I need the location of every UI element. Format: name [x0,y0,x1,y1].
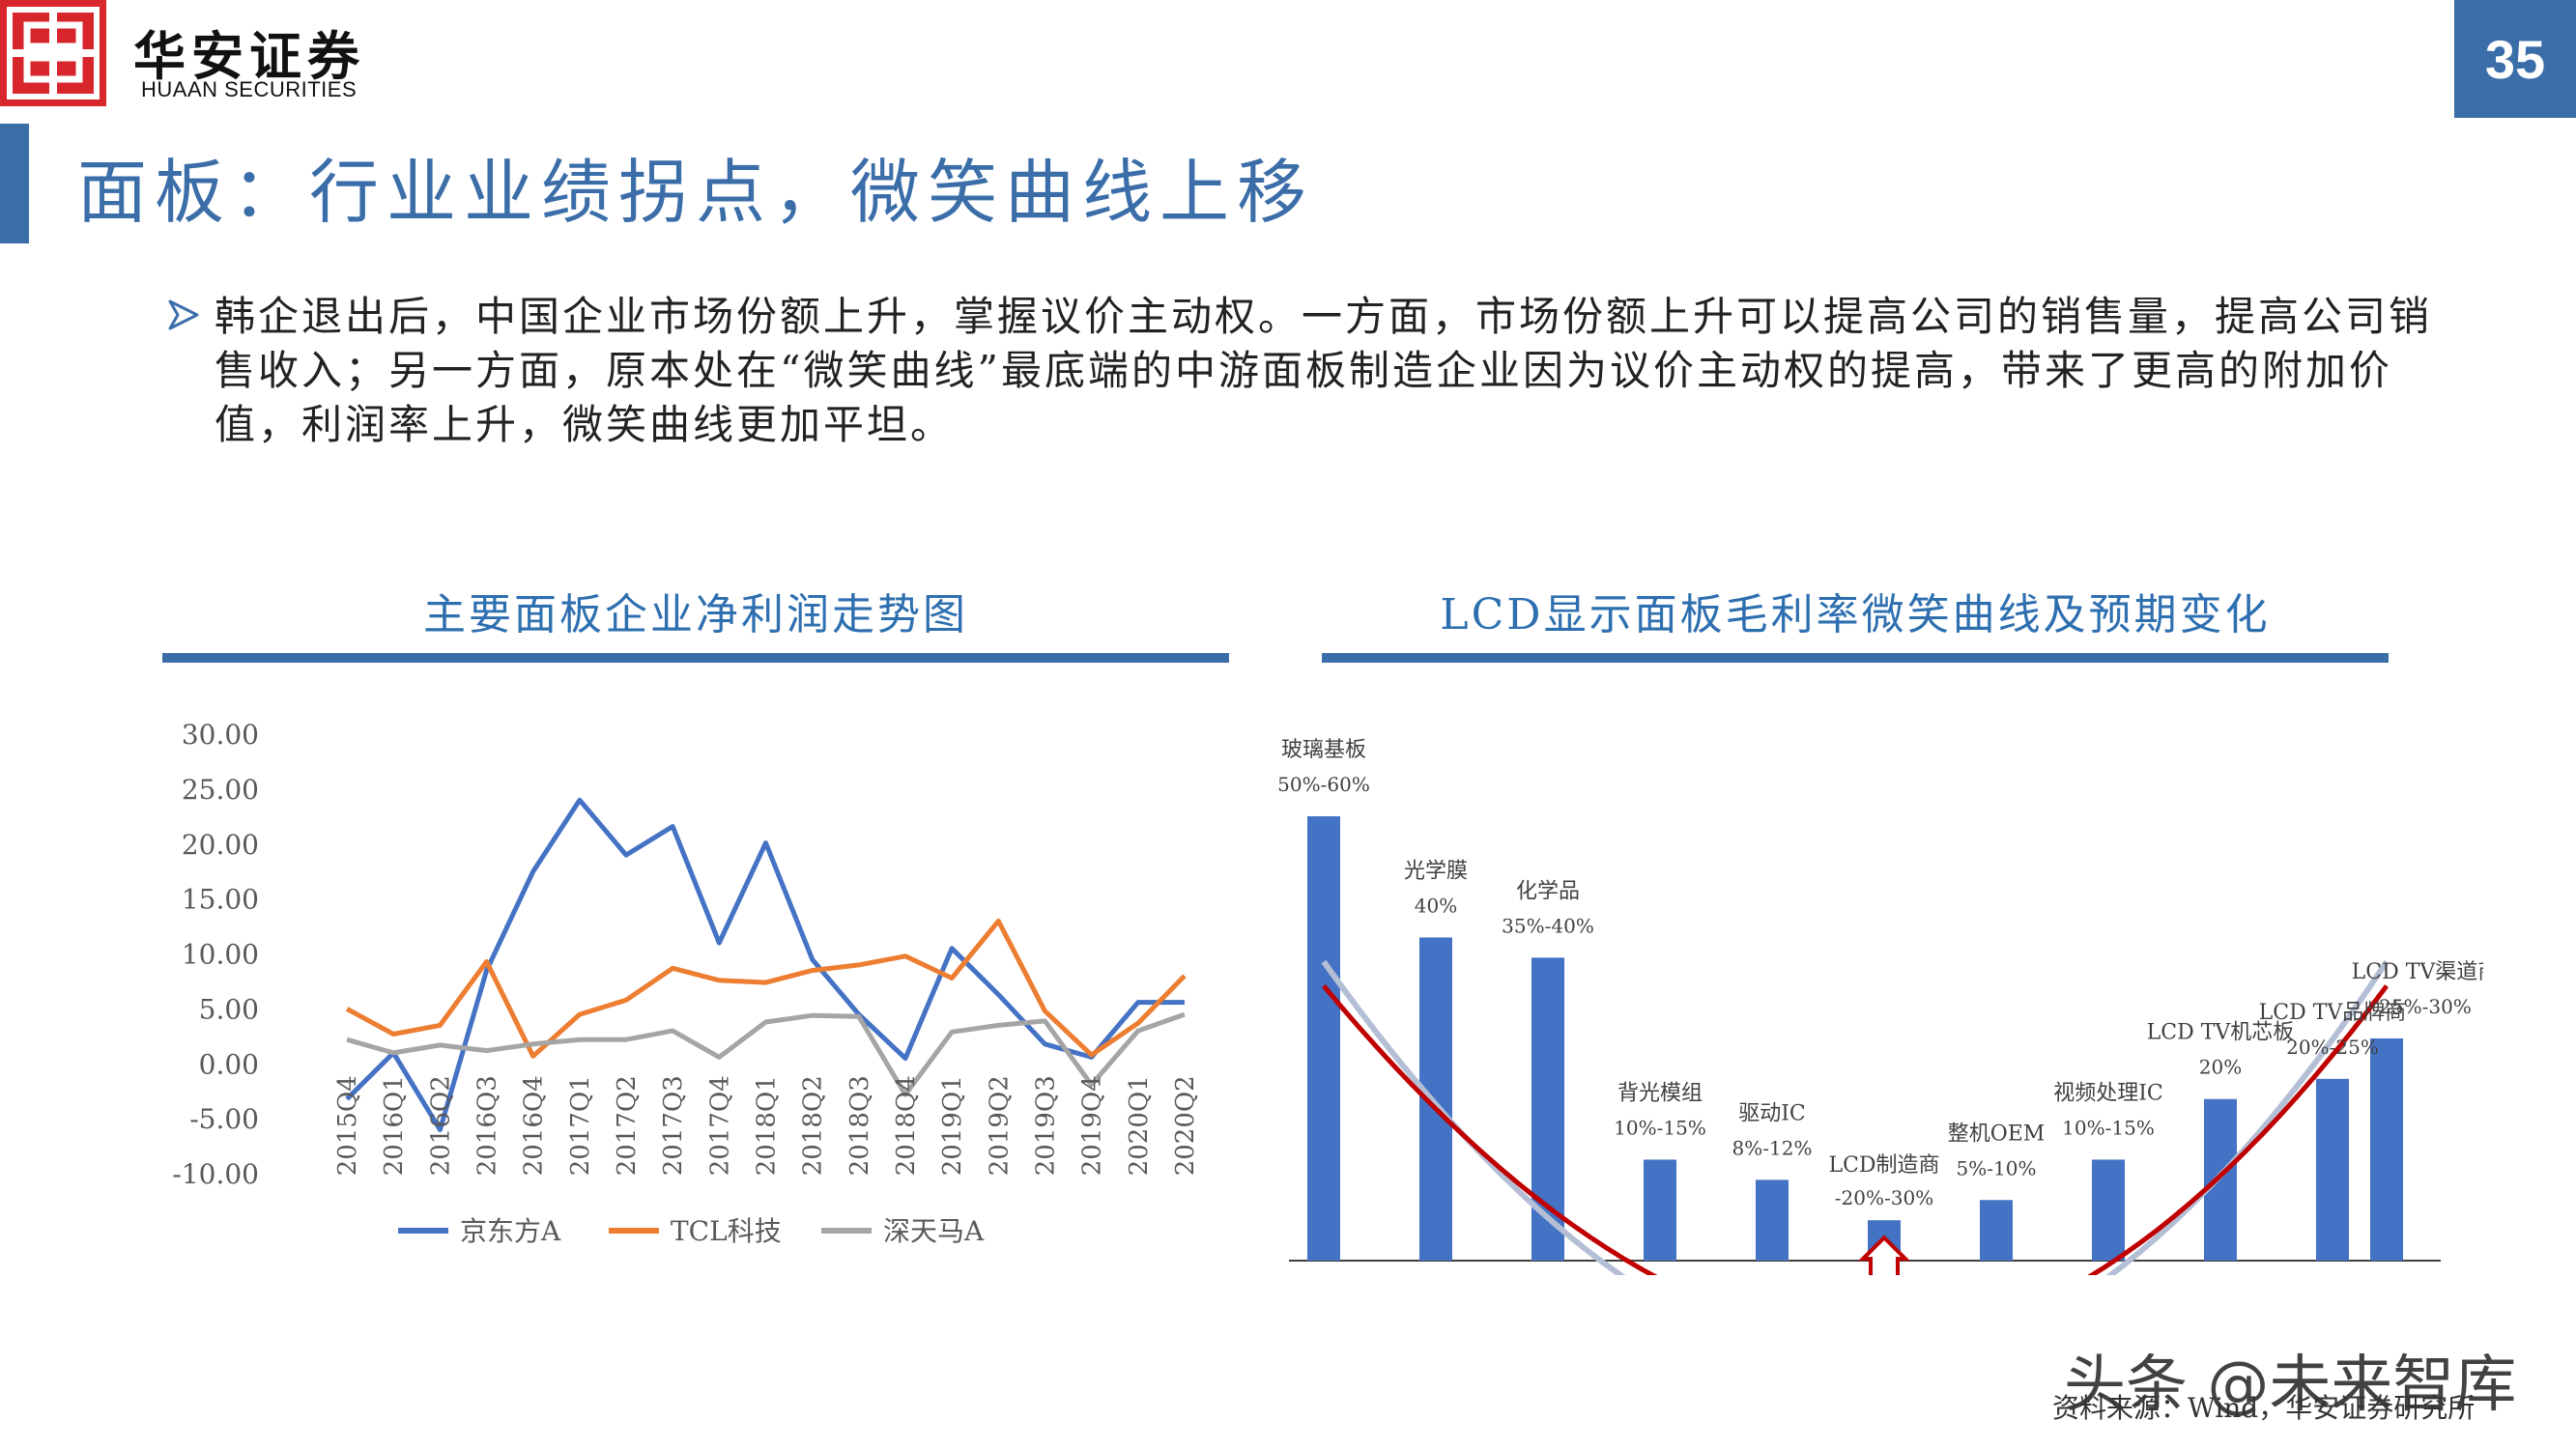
chart2-title: LCD显示面板毛利率微笑曲线及预期变化 [1440,590,2271,639]
bar [1980,1200,2013,1261]
x-tick-label: 2016Q1 [380,1075,409,1176]
bar-range-label: 10%-15% [2062,1116,2155,1139]
smile-curve-bar-chart: 玻璃基板 50%-60% 光学膜 40% 化学品 35%-40% 背光模组 10%-15% 驱动… [1277,738,2483,1275]
series-line-3 [346,1011,1186,1097]
bar [1644,1159,1676,1261]
bar-range-label: -20%-30% [1835,1186,1933,1209]
bar [1307,816,1340,1261]
y-tick-label: -10.00 [172,1158,259,1190]
series-line-1 [345,797,1185,1132]
legend-item: 深天马A [821,1215,985,1247]
y-tick-label: 5.00 [199,993,259,1025]
bar-category-label: 驱动IC [1738,1101,1806,1125]
page-number: 35 [2454,0,2576,118]
watermark: 头条 @未来智库 [2064,1350,2517,1421]
x-tick-label: 2016Q3 [473,1075,502,1176]
y-tick-label: 25.00 [182,774,259,806]
series-line-2 [345,918,1187,1059]
x-tick-label: 2019Q3 [1031,1075,1060,1176]
huaan-logo [0,0,106,106]
bar-category-label: 光学膜 [1404,859,1468,883]
y-tick-label: 20.00 [182,829,259,861]
bar-category-label: 化学品 [1516,879,1580,903]
bullet-arrow-icon [168,299,199,330]
expected-smile-curve [1322,983,2389,1275]
legend-item: TCL科技 [609,1215,782,1247]
bar-range-label: 10%-15% [1614,1116,1706,1139]
x-tick-label: 2017Q4 [705,1075,734,1176]
chart1-title-rule [162,653,1229,663]
bar-category-label: 整机OEM [1948,1122,2046,1146]
y-tick-label: 30.00 [182,719,259,751]
x-tick-label: 2017Q1 [566,1075,595,1176]
bar [2370,1038,2403,1261]
chart2-title-rule [1322,653,2389,663]
bar-range-label: 8%-12% [1732,1136,1813,1159]
y-tick-label: -5.00 [189,1103,259,1135]
bar-range-label: 20% [2199,1056,2242,1079]
bar-range-label: 50%-60% [1277,773,1370,796]
bar-category-label: LCD TV品牌商 [2259,1001,2407,1025]
x-tick-label: 2018Q3 [845,1075,874,1176]
bar-category-label: 背光模组 [1617,1081,1703,1105]
bar-category-label: LCD TV机芯板 [2147,1021,2295,1045]
brand-name-cn: 华安证券 [133,25,365,87]
x-tick-label: 2018Q1 [753,1075,782,1176]
source-note: 资料来源：Wind，华安证券研究所 [2052,1392,2476,1424]
legend-label: 京东方A [460,1215,561,1247]
x-tick-label: 2019Q2 [985,1075,1014,1176]
x-tick-label: 2016Q2 [426,1075,455,1176]
bar-range-label: 20%-25% [2286,1036,2379,1059]
title-accent-bar [0,124,29,243]
x-tick-label: 2020Q1 [1125,1075,1154,1176]
x-tick-label: 2017Q2 [613,1075,642,1176]
brand-name-en: HUAAN SECURITIES [141,77,358,101]
x-tick-label: 2019Q1 [938,1075,967,1176]
bar [2316,1078,2349,1261]
bar [2092,1159,2125,1261]
chart1-title: 主要面板企业净利润走势图 [423,590,968,639]
bar-category-label: LCD制造商 [1828,1153,1939,1178]
y-tick-label: 10.00 [182,939,259,971]
bar-category-label: 视频处理IC [2053,1081,2163,1105]
net-profit-line-chart: 30.00 25.00 20.00 15.00 10.00 5.00 0.00 -5.00 -1… [172,719,1200,1247]
bar-range-label: 40% [1415,894,1457,917]
x-tick-label: 2019Q4 [1078,1075,1107,1176]
y-tick-label: 0.00 [199,1048,259,1080]
bar-category-label: LCD TV渠道商 [2352,960,2483,984]
bullet-paragraph: 韩企退出后，中国企业市场份额上升，掌握议价主动权。一方面，市场份额上升可以提高公… [215,293,2433,448]
bar [1756,1179,1789,1261]
bar-range-label: 5%-10% [1957,1156,2037,1179]
x-tick-label: 2017Q3 [659,1075,688,1176]
legend-label: 深天马A [883,1215,985,1247]
legend-item: 京东方A [398,1215,561,1247]
page-title: 面板：行业业绩拐点，微笑曲线上移 [77,152,1315,233]
x-tick-label: 2016Q4 [520,1075,549,1176]
y-tick-label: 15.00 [182,884,259,916]
bar-range-label: 35%-40% [1502,914,1594,937]
bar [2204,1098,2237,1261]
up-arrow-icon [1858,1235,1910,1275]
legend-label: TCL科技 [671,1215,782,1247]
x-tick-label: 2020Q2 [1171,1075,1200,1176]
bar-category-label: 玻璃基板 [1281,738,1366,762]
x-tick-label: 2018Q4 [892,1075,921,1176]
x-tick-label: 2015Q4 [333,1075,362,1176]
x-tick-label: 2018Q2 [799,1075,828,1176]
bar-range-label: 25%-30% [2379,995,2472,1018]
